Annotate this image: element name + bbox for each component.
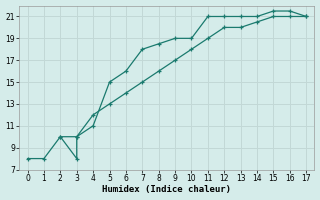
X-axis label: Humidex (Indice chaleur): Humidex (Indice chaleur) <box>102 185 231 194</box>
